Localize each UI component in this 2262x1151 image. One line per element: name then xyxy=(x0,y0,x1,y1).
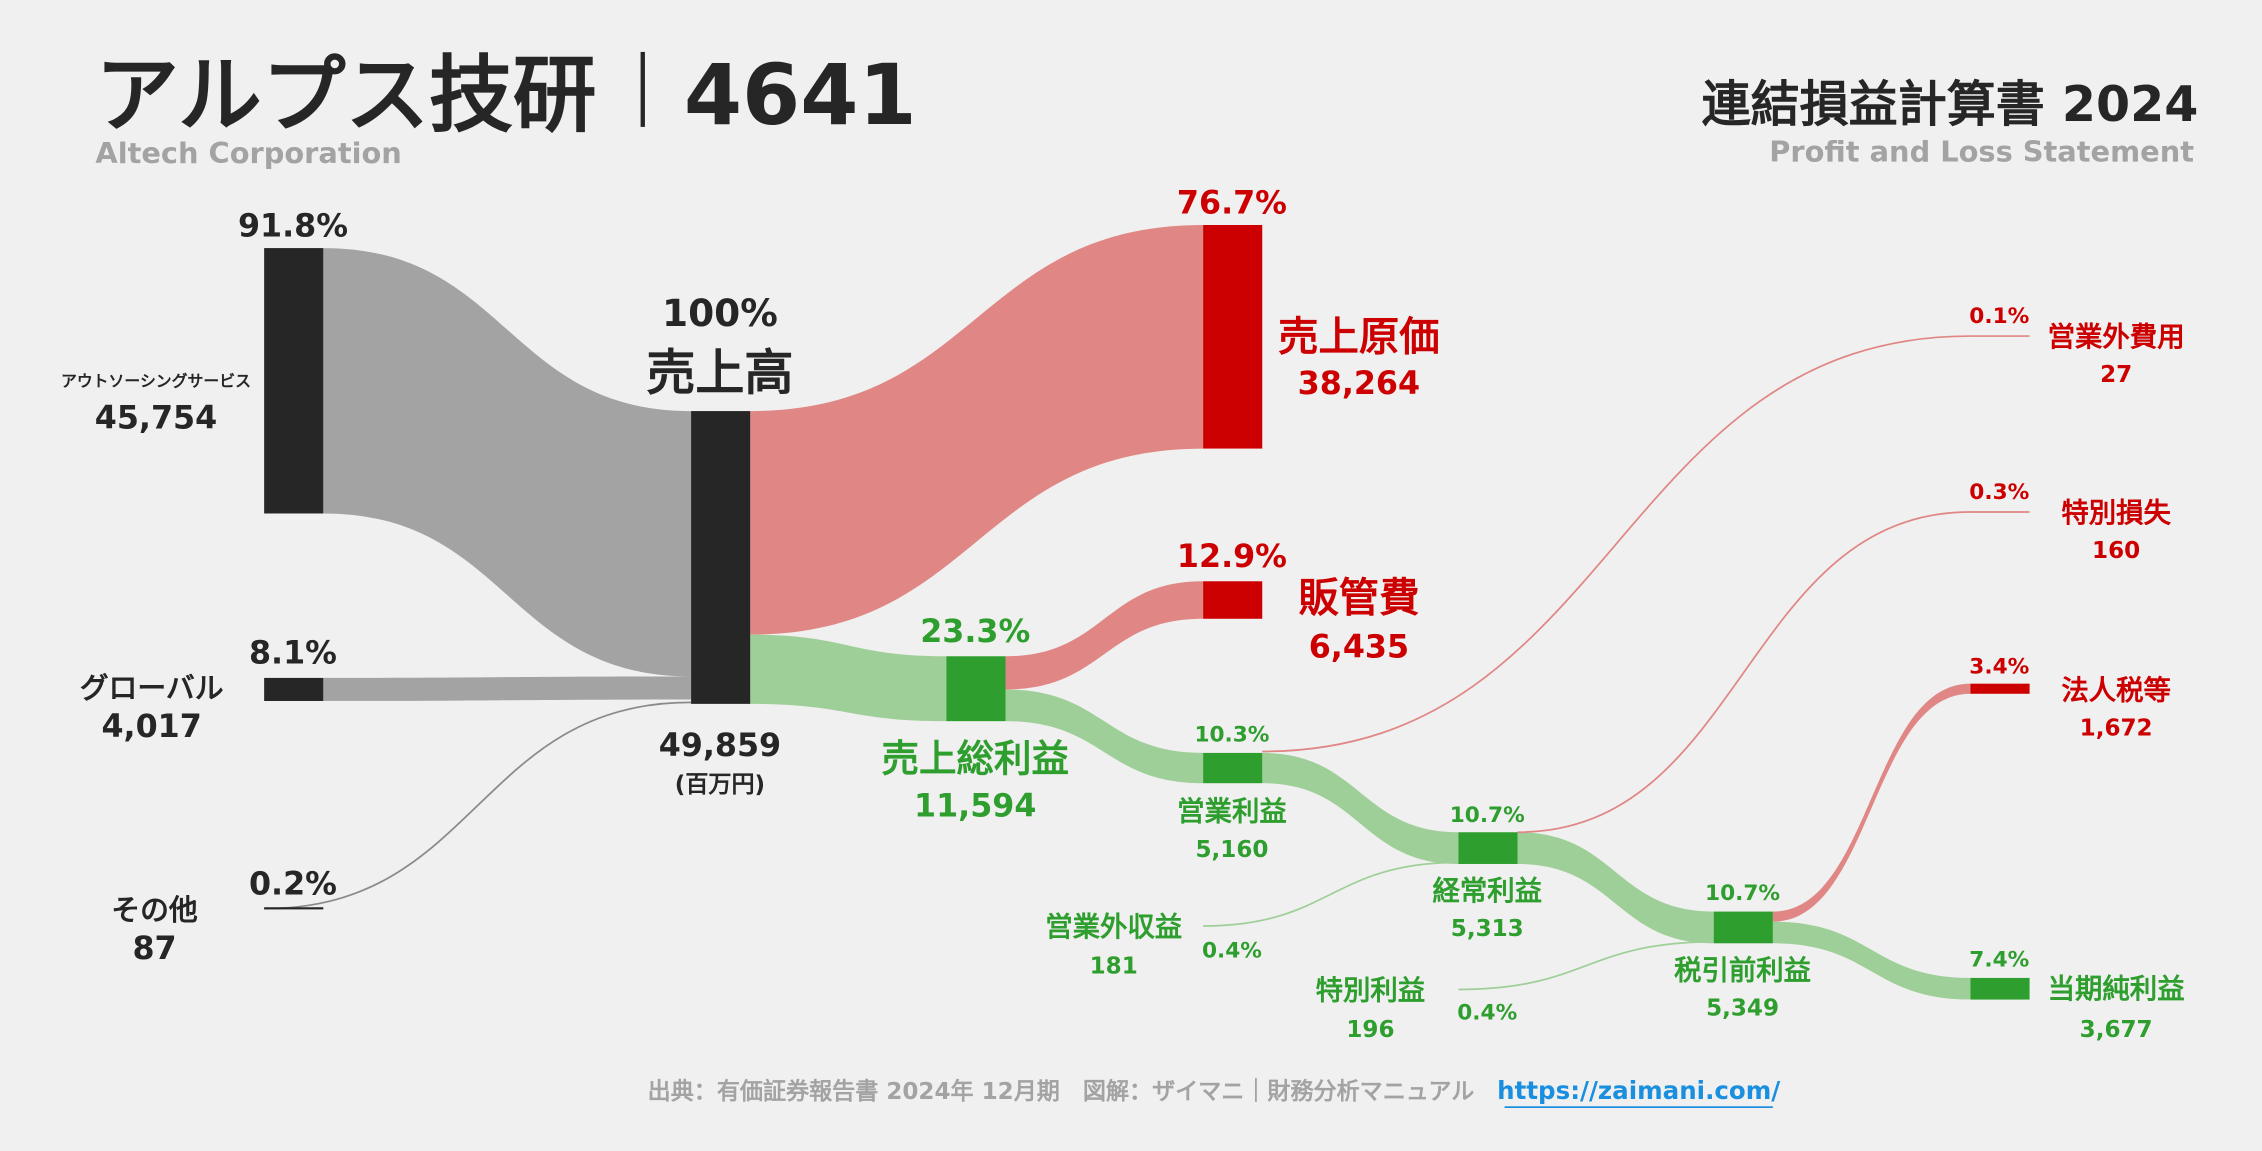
pretax-profit-pct: 10.7% xyxy=(1705,881,1780,906)
flow-ordinary-to-extraordinary-loss xyxy=(1517,511,2030,834)
non-op-income-value: 181 xyxy=(1090,954,1138,980)
flow-ordinary-to-pretax xyxy=(1517,832,1714,944)
site-link-underline xyxy=(1504,1106,1773,1109)
outsourcing-label: アウトソーシングサービス xyxy=(61,372,251,391)
ordinary-profit-pct: 10.7% xyxy=(1450,803,1525,828)
flow-revenue-to-gross-profit xyxy=(750,634,947,722)
title-separator xyxy=(640,51,645,127)
operating-profit-label: 営業利益 xyxy=(1177,796,1287,828)
non-op-income-label: 営業外収益 xyxy=(1045,911,1182,943)
source-credit: 出典：有価証券報告書 2024年 12月期 図解：ザイマニ｜財務分析マニュアル xyxy=(648,1078,1475,1105)
flow-operating-to-non-op-expense xyxy=(1262,335,2030,753)
operating-profit-value: 5,160 xyxy=(1195,837,1268,863)
other-pct: 0.2% xyxy=(249,866,337,902)
stock-code: 4641 xyxy=(684,46,917,144)
income-tax-bar xyxy=(1970,683,2030,694)
flow-gross-profit-to-sga xyxy=(1005,581,1204,690)
pretax-profit-bar xyxy=(1713,911,1773,944)
sga-bar xyxy=(1203,581,1263,619)
extraordinary-loss-value: 160 xyxy=(2092,538,2140,564)
extraordinary-income-label: 特別利益 xyxy=(1316,976,1426,1007)
pretax-profit-label: 税引前利益 xyxy=(1674,954,1811,986)
flow-revenue-to-cogs xyxy=(750,225,1204,635)
pretax-profit-value: 5,349 xyxy=(1706,995,1779,1021)
statement-title-en: Profit and Loss Statement xyxy=(1769,135,2194,169)
operating-profit-pct: 10.3% xyxy=(1194,722,1269,747)
sga-value: 6,435 xyxy=(1309,630,1409,666)
global-pct: 8.1% xyxy=(249,635,337,671)
income-tax-value: 1,672 xyxy=(2080,716,2153,742)
extraordinary-income-value: 196 xyxy=(1346,1017,1394,1043)
cogs-value: 38,264 xyxy=(1298,366,1420,402)
other-value: 87 xyxy=(132,931,176,967)
extraordinary-loss-label: 特別損失 xyxy=(2061,498,2171,529)
cogs-bar xyxy=(1203,225,1263,449)
statement-title: 連結損益計算書 2024 xyxy=(1702,75,2199,133)
sga-pct: 12.9% xyxy=(1177,539,1287,575)
other-label: その他 xyxy=(111,893,198,927)
net-income-value: 3,677 xyxy=(2080,1017,2153,1043)
site-link[interactable]: https://zaimani.com/ xyxy=(1497,1076,1780,1105)
company-name-en: Altech Corporation xyxy=(95,136,401,170)
income-tax-label: 法人税等 xyxy=(2061,675,2171,707)
flow-pretax-to-net-income xyxy=(1772,921,1971,1000)
operating-profit-bar xyxy=(1203,752,1263,784)
net-income-pct: 7.4% xyxy=(1969,947,2029,972)
revenue-bar xyxy=(691,411,751,704)
non-op-expense-label: 営業外費用 xyxy=(2048,321,2185,353)
cogs-pct: 76.7% xyxy=(1177,185,1287,221)
company-name: アルプス技研 xyxy=(95,46,596,144)
global-label: グローバル xyxy=(80,671,224,705)
gross-profit-value: 11,594 xyxy=(914,788,1036,824)
revenue-unit: (百万円) xyxy=(675,772,765,798)
extraordinary-loss-pct: 0.3% xyxy=(1969,480,2029,505)
non-op-expense-pct: 0.1% xyxy=(1969,304,2029,329)
revenue-pct: 100% xyxy=(662,291,778,335)
flow-extraordinary-income-to-pretax xyxy=(1458,940,1714,991)
global-value: 4,017 xyxy=(101,709,201,745)
revenue-label: 売上高 xyxy=(646,343,793,401)
ordinary-profit-label: 経常利益 xyxy=(1432,875,1542,907)
flow-other-to-revenue xyxy=(264,701,692,910)
gross-profit-label: 売上総利益 xyxy=(881,737,1069,781)
global-bar xyxy=(264,677,324,701)
flow-pretax-to-income-tax xyxy=(1772,683,1971,922)
ordinary-profit-bar xyxy=(1458,832,1518,864)
ordinary-profit-value: 5,313 xyxy=(1451,916,1524,942)
flow-non-op-income-to-ordinary xyxy=(1203,861,1459,927)
sga-label: 販管費 xyxy=(1298,575,1419,622)
non-op-income-pct: 0.4% xyxy=(1202,939,1262,964)
net-income-label: 当期純利益 xyxy=(2048,973,2185,1005)
outsourcing-value: 45,754 xyxy=(95,400,217,436)
flow-outsourcing-to-revenue xyxy=(323,248,692,677)
income-tax-pct: 3.4% xyxy=(1969,655,2029,680)
non-op-expense-value: 27 xyxy=(2100,362,2132,388)
flow-global-to-revenue xyxy=(323,676,692,701)
outsourcing-bar xyxy=(264,248,324,514)
extraordinary-income-pct: 0.4% xyxy=(1457,1001,1517,1026)
revenue-value: 49,859 xyxy=(659,728,781,764)
cogs-label: 売上原価 xyxy=(1278,313,1440,360)
other-bar xyxy=(264,907,324,910)
outsourcing-pct: 91.8% xyxy=(238,209,348,245)
gross-profit-bar xyxy=(946,656,1006,722)
net-income-bar xyxy=(1970,977,2030,1000)
gross-profit-pct: 23.3% xyxy=(920,614,1030,650)
flow-gross-profit-to-operating xyxy=(1005,689,1204,784)
flow-operating-to-ordinary xyxy=(1262,752,1459,864)
